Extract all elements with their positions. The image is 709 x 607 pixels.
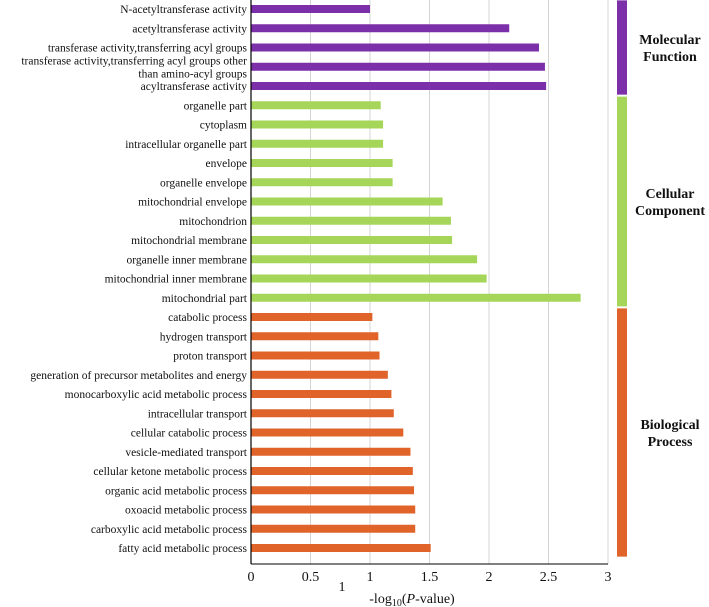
bar bbox=[251, 236, 453, 244]
bar bbox=[251, 505, 416, 514]
bar bbox=[251, 370, 388, 379]
x-tick-label: 2 bbox=[486, 570, 493, 585]
group-name-line: Component bbox=[635, 204, 705, 219]
x-tick-label: 0 bbox=[248, 570, 255, 585]
stray-label: 1 bbox=[339, 580, 346, 595]
category-label: cellular catabolic process bbox=[131, 428, 248, 440]
x-tick-label: 2.5 bbox=[540, 570, 558, 585]
category-label: vesicle-mediated transport bbox=[125, 447, 247, 459]
category-label: acyltransferase activity bbox=[141, 81, 248, 93]
category-label: cytoplasm bbox=[200, 120, 247, 132]
group-name-line: Biological bbox=[640, 418, 699, 433]
bar bbox=[251, 216, 451, 225]
bar bbox=[251, 428, 404, 437]
bar bbox=[251, 43, 539, 52]
category-label: transferase activity,transferring acyl g… bbox=[48, 43, 248, 55]
group-name: Cellular Component bbox=[635, 187, 705, 219]
group-name-line: Cellular bbox=[646, 187, 695, 202]
x-tick-labels: 0 0.5 1 1.5 2 2.5 3 bbox=[248, 570, 612, 585]
group-name-line: Process bbox=[648, 435, 693, 450]
group-color-bar bbox=[617, 96, 627, 307]
category-label: mitochondrial inner membrane bbox=[105, 274, 247, 286]
bar bbox=[251, 274, 487, 283]
category-label-line: transferase activity,transferring acyl g… bbox=[21, 55, 247, 67]
category-label: catabolic process bbox=[168, 312, 247, 324]
axes bbox=[250, 0, 608, 565]
category-label: organic acid metabolic process bbox=[105, 485, 247, 497]
bar bbox=[251, 5, 370, 13]
x-tick-label: 0.5 bbox=[302, 570, 320, 585]
category-labels: N-acetyltransferase activity acetyltransf… bbox=[21, 4, 247, 555]
category-label: mitochondrion bbox=[179, 216, 247, 228]
category-label: organelle part bbox=[184, 100, 248, 112]
bar bbox=[251, 255, 478, 264]
group-name-line: Function bbox=[643, 50, 697, 65]
bars bbox=[251, 5, 581, 552]
x-tick-label: 3 bbox=[605, 570, 612, 585]
category-label-line: than amino-acyl groups bbox=[138, 68, 247, 80]
category-label: cellular ketone metabolic process bbox=[93, 466, 247, 478]
group-color-bar bbox=[617, 0, 627, 95]
group-name: Molecular Function bbox=[639, 33, 700, 65]
bar bbox=[251, 24, 510, 33]
bar bbox=[251, 293, 581, 302]
category-label: oxoacid metabolic process bbox=[125, 505, 248, 517]
category-label: organelle envelope bbox=[160, 177, 247, 189]
bar bbox=[251, 486, 415, 495]
category-label: fatty acid metabolic process bbox=[118, 543, 247, 555]
bar bbox=[251, 197, 443, 206]
bar bbox=[251, 447, 411, 456]
category-label: envelope bbox=[205, 158, 247, 170]
bar bbox=[251, 351, 380, 360]
bar bbox=[251, 159, 393, 167]
bar bbox=[251, 524, 416, 533]
bar bbox=[251, 178, 393, 187]
category-label: hydrogen transport bbox=[160, 331, 248, 343]
x-axis-label: -log10(P-value) bbox=[369, 592, 455, 607]
x-tick-label: 1 bbox=[367, 570, 374, 585]
group-name-line: Molecular bbox=[639, 33, 700, 48]
bar bbox=[251, 390, 392, 398]
bar bbox=[251, 82, 547, 90]
bar bbox=[251, 409, 394, 418]
category-label: mitochondrial part bbox=[162, 293, 248, 305]
x-tick-label: 1.5 bbox=[421, 570, 439, 585]
category-label: N-acetyltransferase activity bbox=[120, 4, 247, 16]
category-label: mitochondrial membrane bbox=[131, 235, 247, 247]
category-label: organelle inner membrane bbox=[127, 254, 248, 266]
category-label: intracellular transport bbox=[148, 408, 248, 420]
category-label: generation of precursor metabolites and … bbox=[30, 370, 247, 382]
category-label: intracellular organelle part bbox=[125, 139, 248, 151]
bar bbox=[251, 101, 381, 110]
group-name: Biological Process bbox=[640, 418, 699, 450]
bar bbox=[251, 467, 413, 475]
bar bbox=[251, 139, 384, 148]
bar bbox=[251, 62, 545, 71]
category-label: acetyltransferase activity bbox=[132, 23, 247, 35]
category-label: mitochondrial envelope bbox=[138, 197, 247, 209]
bar bbox=[251, 120, 384, 129]
group-annotations: Molecular Function Cellular Component Biolog… bbox=[617, 0, 705, 557]
bar bbox=[251, 332, 379, 341]
group-color-bar bbox=[617, 308, 627, 557]
bar bbox=[251, 313, 373, 321]
bar bbox=[251, 544, 431, 552]
category-label: proton transport bbox=[173, 351, 248, 363]
category-label: transferase activity,transferring acyl g… bbox=[21, 55, 247, 80]
category-label: carboxylic acid metabolic process bbox=[91, 524, 248, 536]
category-label: monocarboxylic acid metabolic process bbox=[65, 389, 248, 401]
